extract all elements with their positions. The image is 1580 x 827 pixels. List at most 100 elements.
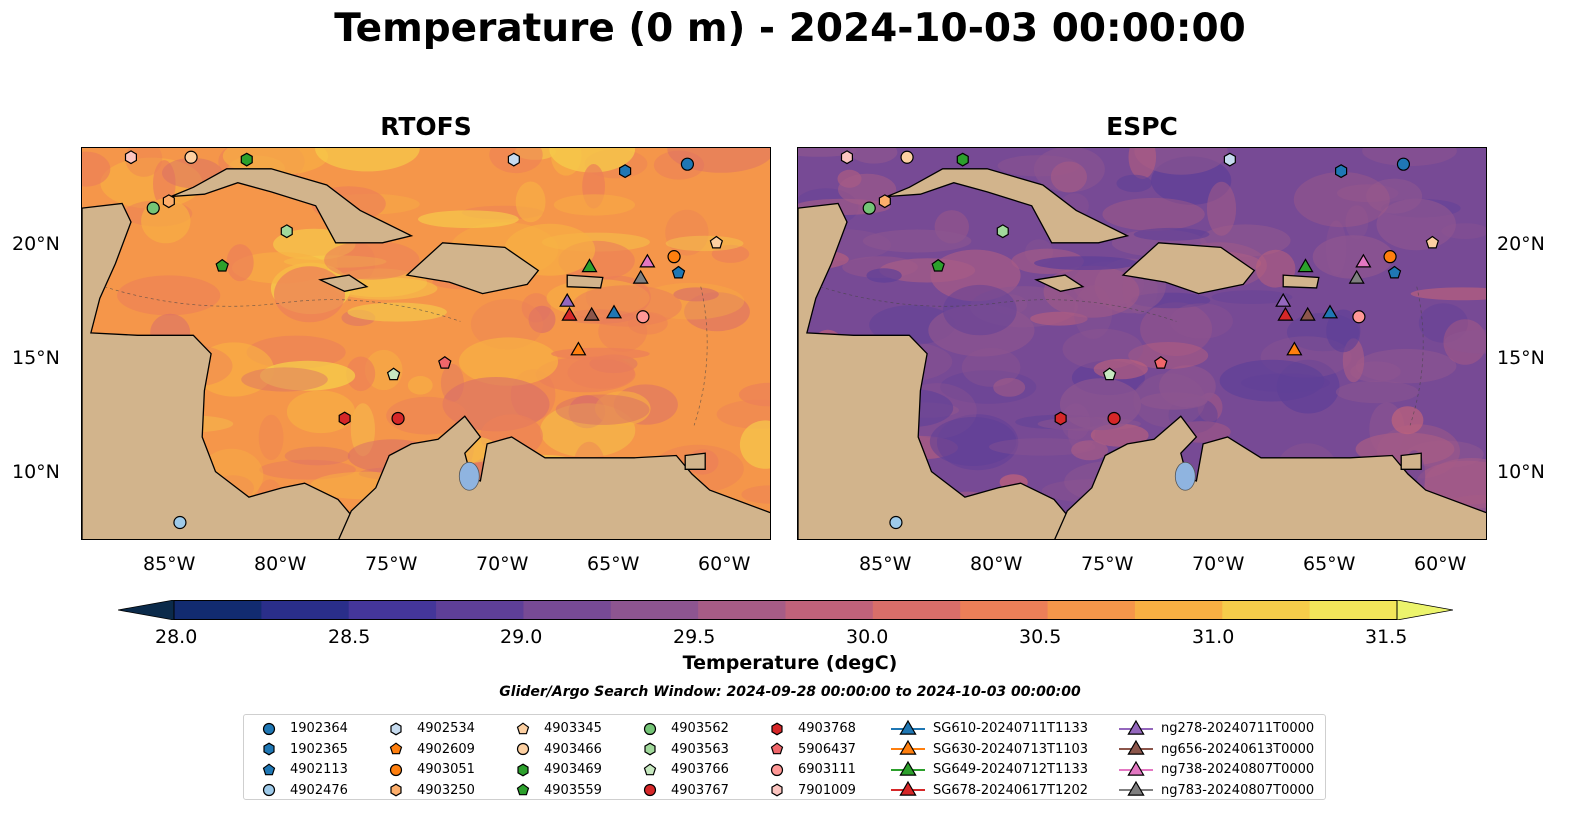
- legend-item-4903469: 4903469: [508, 759, 602, 780]
- land-polygon: [318, 274, 369, 292]
- marker-1902364: [680, 157, 695, 171]
- map-panel-espc: [797, 147, 1487, 540]
- marker-7901009: [124, 150, 138, 165]
- temperature-patch: [458, 337, 559, 386]
- temperature-patch: [582, 164, 605, 209]
- marker-SG630-20240713T1103: [1286, 341, 1303, 356]
- colorbar-segment: [698, 600, 786, 620]
- lat-tick-20-left: 20°N: [12, 233, 60, 255]
- legend-marker-triangle: [891, 719, 925, 735]
- legend-label: 4903469: [544, 762, 602, 777]
- marker-4903563: [996, 224, 1009, 239]
- marker-4903559: [931, 258, 945, 272]
- legend-marker-pentagon: [516, 783, 530, 796]
- colorbar-segment: [1309, 600, 1398, 620]
- temperature-patch: [684, 292, 750, 332]
- colorbar-tick-30-5: 30.5: [1019, 626, 1062, 648]
- temperature-patch: [528, 305, 556, 334]
- lon-tick-65-left: 65°W: [587, 553, 640, 575]
- marker-ng738-20240807T0000: [639, 253, 656, 268]
- land-polygon: [405, 242, 540, 295]
- marker-4903250: [878, 194, 891, 209]
- temperature-patch: [653, 150, 705, 180]
- legend-item-4903766: 4903766: [635, 759, 729, 780]
- temperature-patch: [1337, 184, 1399, 203]
- legend-label: 4903051: [417, 762, 475, 777]
- legend-item-7901009: 7901009: [762, 780, 856, 801]
- legend-item-ng738-20240807T0000: ng738-20240807T0000: [1117, 759, 1314, 780]
- temperature-patch: [572, 285, 682, 327]
- temperature-patch: [470, 299, 544, 350]
- legend-item-4902476: 4902476: [254, 780, 348, 801]
- temperature-patch: [567, 356, 635, 389]
- temperature-patch: [1140, 392, 1208, 410]
- isobath-line: [104, 286, 461, 322]
- temperature-patch: [1071, 440, 1109, 461]
- temperature-patch: [1211, 290, 1293, 304]
- marker-4903766: [1102, 367, 1117, 381]
- marker-4902534: [507, 152, 520, 167]
- legend-item-4903250: 4903250: [381, 780, 475, 801]
- panel-title-espc: ESPC: [1106, 112, 1178, 141]
- temperature-patch: [1206, 181, 1237, 236]
- legend-marker-circle: [643, 783, 657, 797]
- temperature-patch: [739, 420, 770, 469]
- legend-marker-hexagon: [390, 722, 402, 735]
- legend: 1902364 1902365 4902113 4902476 4902534 49026…: [243, 714, 1326, 800]
- temperature-patch: [1133, 227, 1210, 241]
- legend-label: 6903111: [798, 762, 856, 777]
- legend-marker-circle: [643, 722, 657, 735]
- marker-SG610-20240711T1133: [605, 304, 623, 319]
- legend-item-4903562: 4903562: [635, 718, 729, 739]
- marker-4903466: [184, 150, 198, 164]
- colorbar-tick-28-0: 28.0: [155, 626, 198, 648]
- colorbar-over-arrow: [1396, 599, 1454, 621]
- temperature-patch: [1293, 172, 1390, 228]
- legend-label: 7901009: [798, 782, 856, 798]
- colorbar-segment: [1222, 600, 1311, 620]
- legend-label: 4903563: [671, 741, 729, 757]
- temperature-patch: [1335, 380, 1419, 404]
- colorbar-tick-29-5: 29.5: [673, 626, 716, 648]
- legend-marker-triangle: [1119, 719, 1153, 735]
- lon-tick-70-left: 70°W: [476, 553, 529, 575]
- legend-marker-hexagon: [771, 722, 783, 735]
- colorbar-segment: [610, 600, 699, 620]
- legend-label: 4903345: [544, 721, 602, 736]
- marker-ng656-20240613T0000: [1299, 306, 1316, 321]
- marker-4903562: [862, 201, 876, 215]
- legend-item-SG678-20240617T1202: SG678-20240617T1202: [889, 780, 1088, 801]
- lon-tick-85-right: 85°W: [859, 553, 912, 575]
- temperature-patch: [515, 181, 546, 223]
- colorbar-tick-29-0: 29.0: [500, 626, 543, 648]
- temperature-patch: [1362, 148, 1457, 166]
- temperature-patch: [850, 148, 898, 164]
- legend-item-4902113: 4902113: [254, 759, 348, 780]
- temperature-patch: [1444, 329, 1486, 354]
- legend-marker-circle: [770, 763, 784, 776]
- legend-marker-triangle: [1119, 739, 1153, 755]
- lon-tick-75-left: 75°W: [365, 553, 418, 575]
- legend-label: 4902534: [417, 721, 475, 736]
- marker-4903767: [1107, 411, 1121, 426]
- temperature-patch: [1169, 303, 1233, 339]
- temperature-patch: [961, 347, 1021, 387]
- land-polygon: [1282, 274, 1320, 289]
- legend-item-4902609: 4902609: [381, 739, 475, 760]
- lon-tick-80-right: 80°W: [970, 553, 1023, 575]
- lat-tick-20-right: 20°N: [1497, 233, 1545, 255]
- temperature-patch: [1140, 302, 1213, 356]
- legend-marker-pentagon: [262, 762, 276, 775]
- map-svg: [798, 148, 1486, 539]
- legend-label: ng278-20240711T0000: [1161, 721, 1315, 736]
- marker-1902365: [1334, 164, 1348, 179]
- temperature-patch: [1034, 256, 1138, 270]
- temperature-patch: [673, 287, 719, 302]
- temperature-patch: [555, 394, 650, 425]
- lat-tick-10-left: 10°N: [12, 461, 60, 483]
- marker-1902365: [618, 164, 632, 179]
- map-panel-rtofs: [81, 147, 771, 540]
- land-polygon: [886, 168, 1130, 244]
- temperature-patch: [711, 244, 750, 263]
- legend-item-1902365: 1902365: [254, 739, 348, 760]
